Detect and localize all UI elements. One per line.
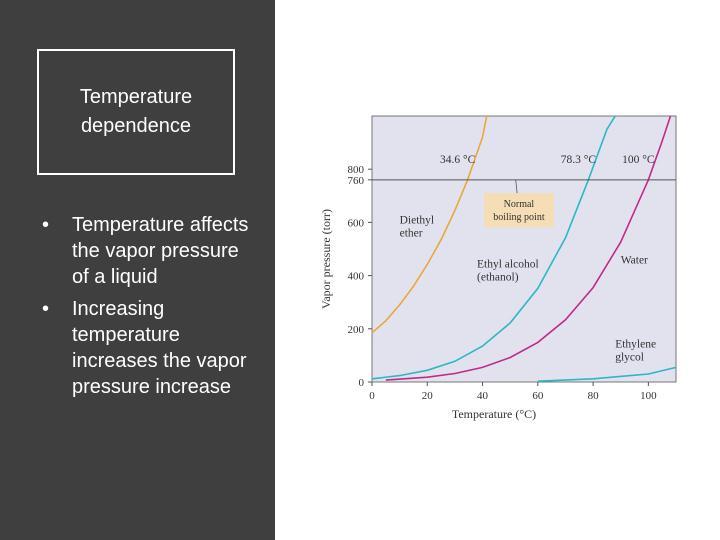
y-tick-label: 800 bbox=[348, 164, 365, 176]
series-label-ethylene-glycol: Ethylene bbox=[615, 338, 656, 350]
title-box: Temperature dependence bbox=[37, 49, 235, 175]
x-tick-label: 80 bbox=[588, 390, 600, 402]
left-panel: Temperature dependence • Temperature affe… bbox=[0, 0, 275, 540]
y-tick-label: 0 bbox=[359, 377, 365, 389]
series-line-ethyl-alcohol bbox=[371, 115, 616, 380]
series-line-diethyl-ether bbox=[371, 115, 488, 334]
series-label-ethyl-alcohol: Ethyl alcohol bbox=[477, 259, 539, 271]
normal-boiling-point-label: boiling point bbox=[493, 212, 545, 223]
y-tick-label: 600 bbox=[348, 217, 365, 229]
series-layer bbox=[371, 115, 677, 382]
x-tick-label: 0 bbox=[369, 390, 375, 402]
series-line-ethylene-glycol bbox=[537, 366, 677, 382]
y-axis-label: Vapor pressure (torr) bbox=[319, 209, 333, 309]
y-tick-label: 400 bbox=[348, 271, 365, 283]
bullet-item: • Temperature affects the vapor pressure … bbox=[30, 212, 260, 290]
series-label-ethyl-alcohol: (ethanol) bbox=[477, 272, 519, 284]
series-label-ethylene-glycol: glycol bbox=[615, 351, 644, 363]
slide-title: Temperature dependence bbox=[79, 86, 193, 137]
x-tick-label: 40 bbox=[477, 390, 489, 402]
bullet-glyph: • bbox=[42, 298, 50, 320]
bullet-text: Temperature affects the vapor pressure o… bbox=[72, 214, 249, 288]
normal-boiling-point-box bbox=[483, 193, 554, 228]
vapor-pressure-chart: 0 20 40 60 80 100 0 200 400 600 800 760 Temperature … bbox=[316, 108, 686, 430]
series-label-diethyl-ether: Diethyl bbox=[400, 215, 435, 227]
y-tick-label: 200 bbox=[348, 324, 365, 336]
y-tick-label: 760 bbox=[348, 175, 365, 187]
boiling-point-label: 100 °C bbox=[622, 154, 655, 166]
series-label-diethyl-ether: ether bbox=[400, 228, 423, 240]
normal-boiling-point-pointer bbox=[515, 179, 518, 194]
normal-boiling-point-label: Normal bbox=[504, 199, 535, 210]
bullet-glyph: • bbox=[42, 214, 50, 236]
x-tick-label: 100 bbox=[640, 390, 657, 402]
x-axis-label: Temperature (°C) bbox=[452, 407, 536, 421]
series-label-water: Water bbox=[621, 255, 648, 267]
bullet-text: Increasing temperature increases the vap… bbox=[72, 298, 247, 398]
series-line-water bbox=[385, 115, 672, 381]
bullet-item: • Increasing temperature increases the va… bbox=[30, 296, 260, 400]
bullet-list: • Temperature affects the vapor pressure … bbox=[30, 212, 260, 406]
plot-background bbox=[371, 115, 677, 383]
boiling-point-label: 34.6 °C bbox=[440, 154, 476, 166]
x-tick-label: 20 bbox=[422, 390, 434, 402]
boiling-point-label: 78.3 °C bbox=[561, 154, 597, 166]
x-tick-label: 60 bbox=[532, 390, 544, 402]
